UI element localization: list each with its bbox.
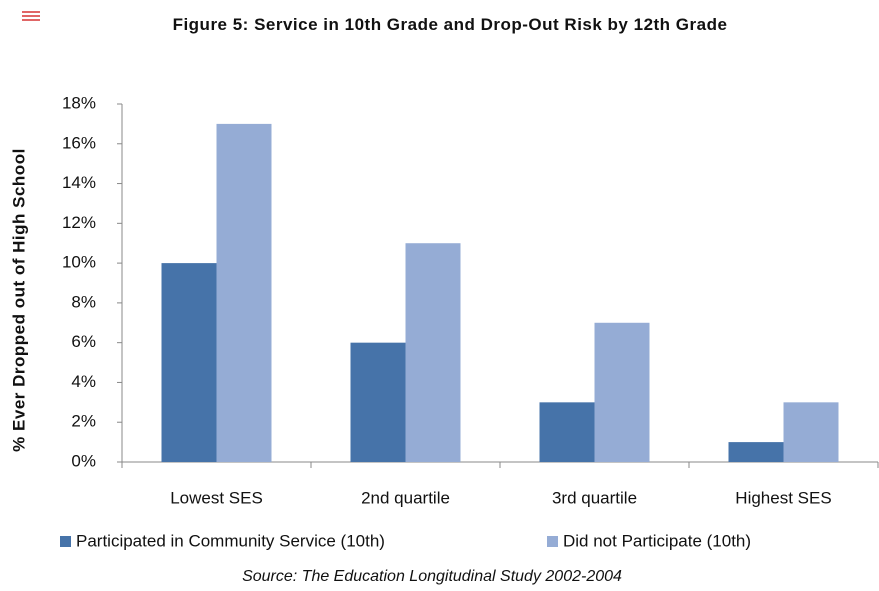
x-tick-label: Highest SES [735, 488, 831, 507]
legend-label: Participated in Community Service (10th) [76, 531, 385, 550]
bar [350, 342, 406, 462]
bar [405, 243, 461, 462]
y-tick-label: 8% [71, 292, 96, 311]
y-tick-label: 10% [62, 253, 96, 272]
y-tick-label: 0% [71, 451, 96, 470]
x-tick-label: 2nd quartile [361, 488, 450, 507]
x-tick-label: 3rd quartile [552, 488, 637, 507]
bar [728, 442, 784, 462]
y-tick-label: 12% [62, 213, 96, 232]
chart-title: Figure 5: Service in 10th Grade and Drop… [172, 15, 728, 34]
legend-swatch [60, 536, 71, 547]
y-axis-label: % Ever Dropped out of High School [9, 148, 28, 452]
y-tick-label: 2% [71, 412, 96, 431]
bar [539, 402, 595, 462]
legend-swatch [547, 536, 558, 547]
x-tick-label: Lowest SES [170, 488, 263, 507]
bar [161, 263, 217, 462]
legend-label: Did not Participate (10th) [563, 531, 751, 550]
y-tick-label: 16% [62, 133, 96, 152]
bar [216, 123, 272, 462]
y-tick-label: 14% [62, 173, 96, 192]
bar [594, 322, 650, 462]
y-tick-label: 4% [71, 372, 96, 391]
bar [783, 402, 839, 462]
title-icon [22, 11, 40, 21]
y-tick-label: 6% [71, 332, 96, 351]
source: Source: The Education Longitudinal Study… [242, 568, 622, 585]
y-tick-label: 18% [62, 93, 96, 112]
